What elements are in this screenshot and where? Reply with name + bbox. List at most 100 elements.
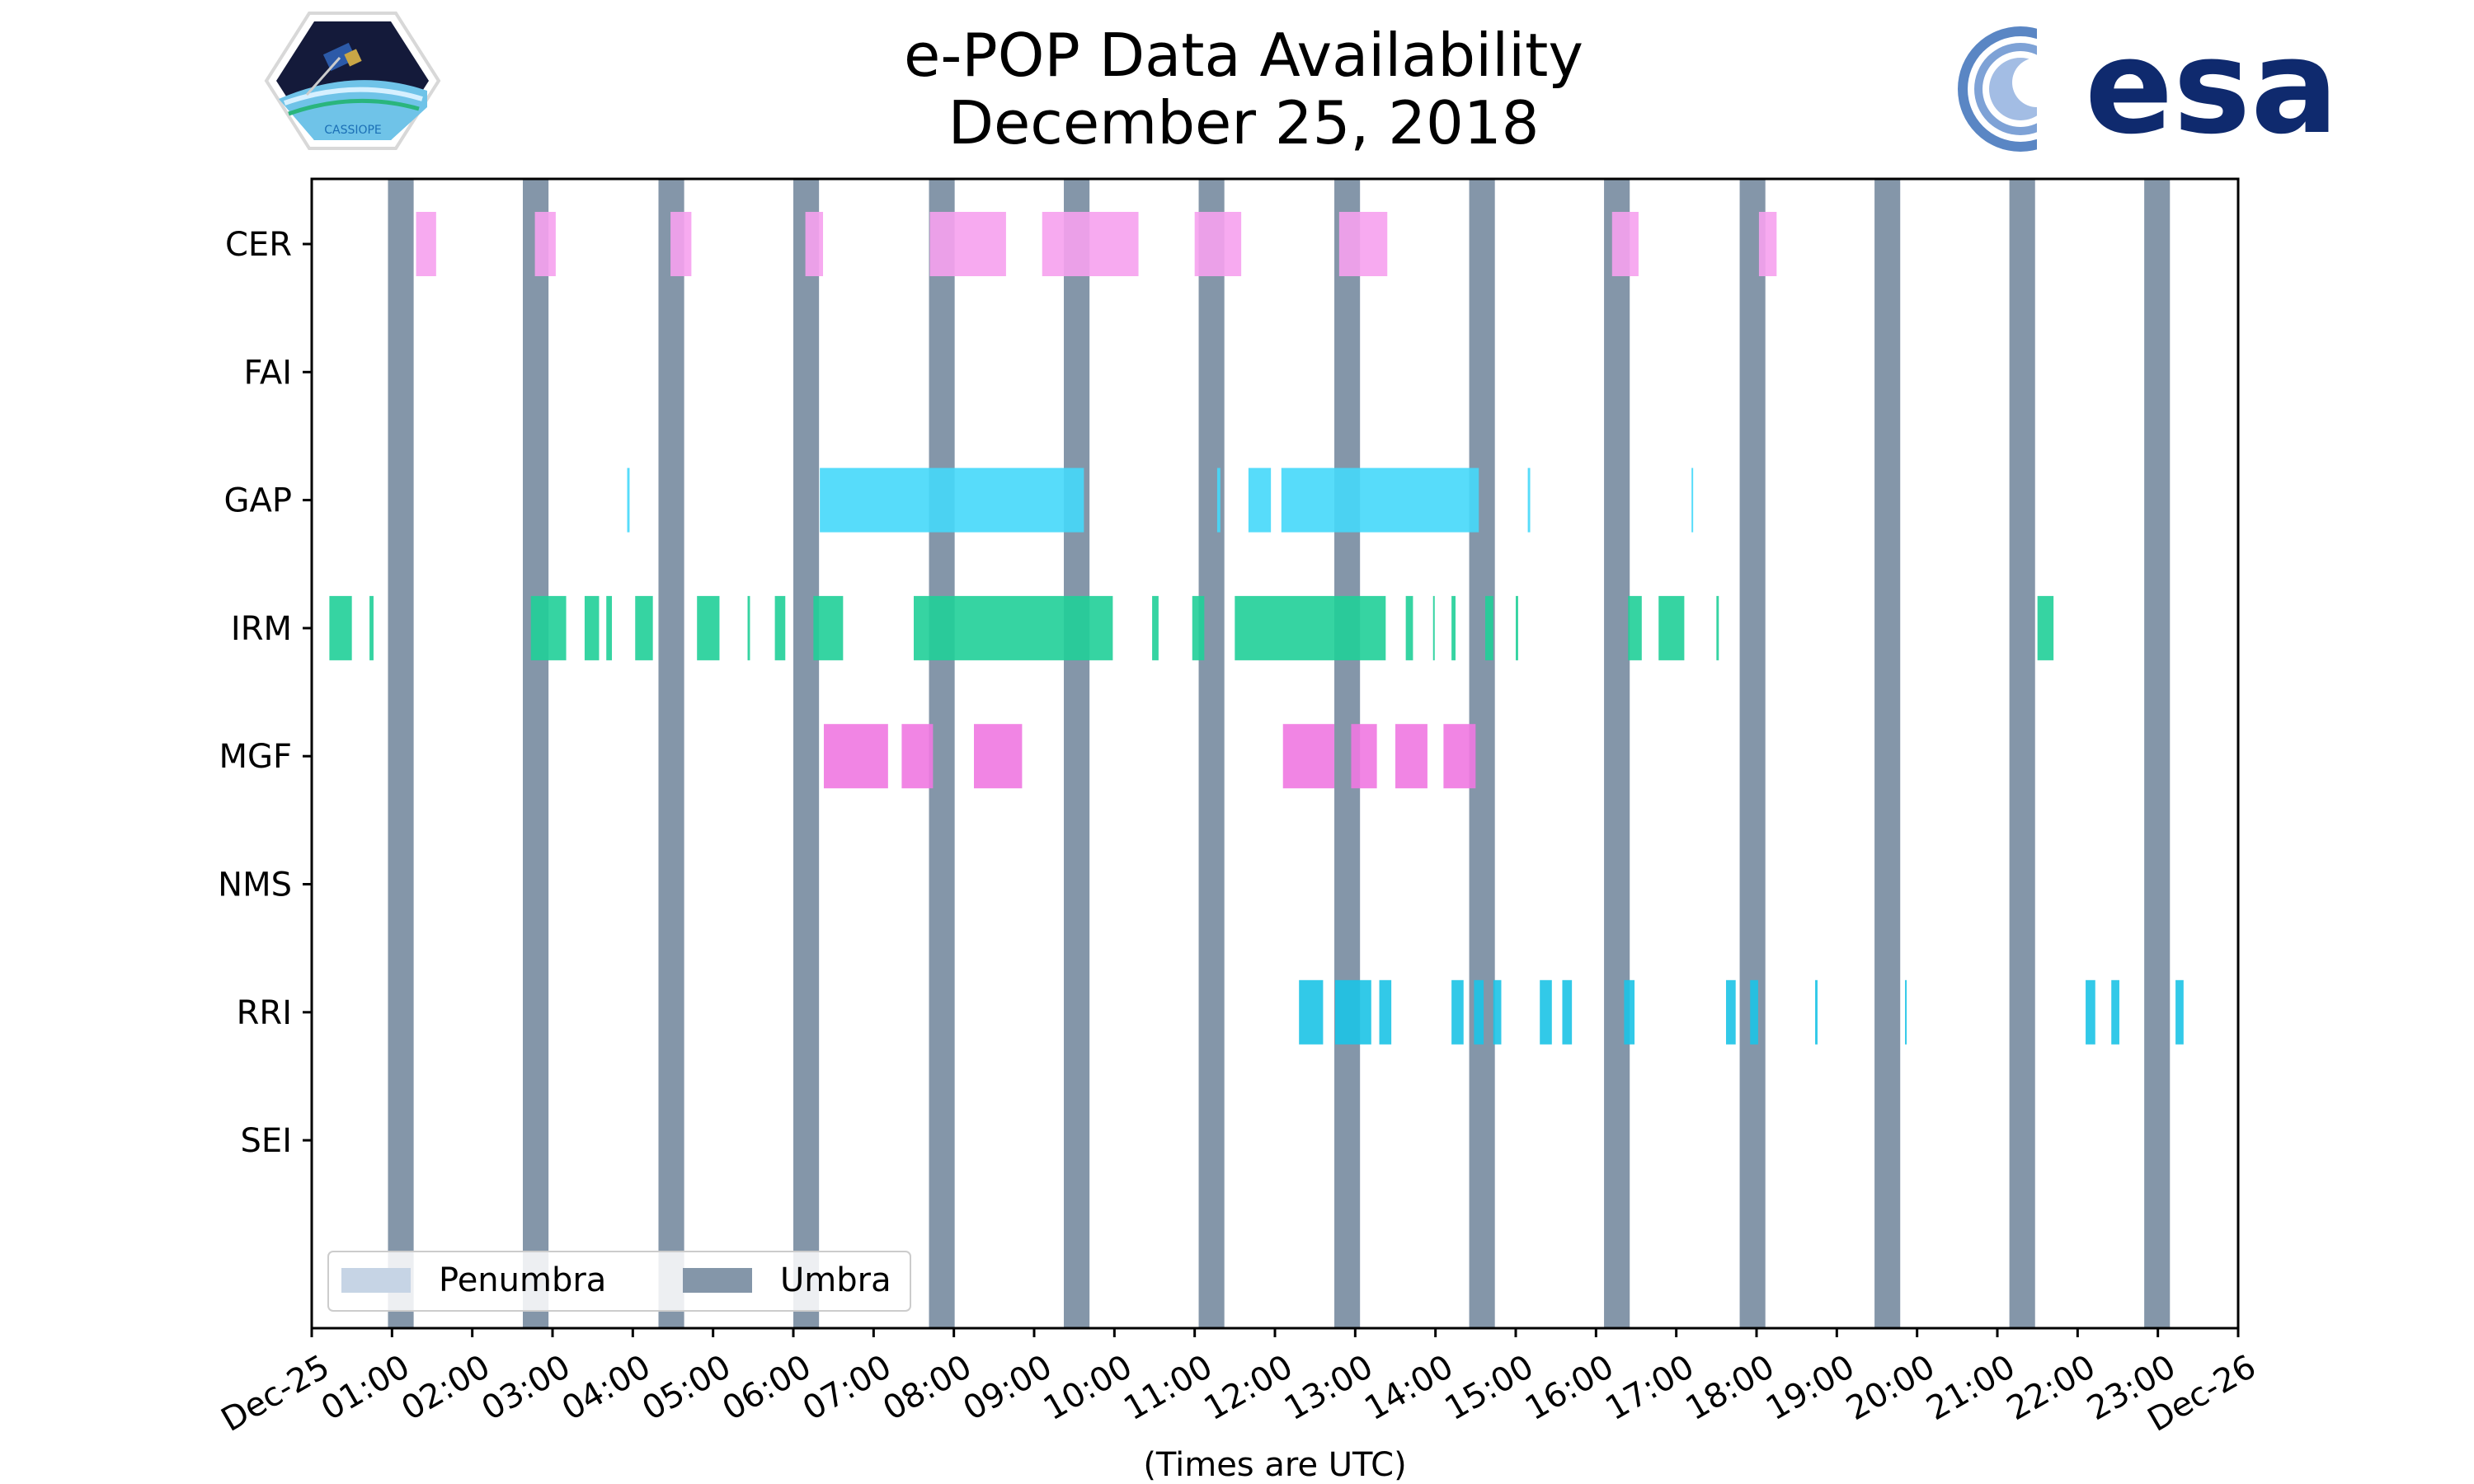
bar-irm-9 — [813, 595, 844, 660]
bar-cer-3 — [805, 212, 824, 276]
bar-irm-8 — [774, 595, 786, 660]
bar-mgf-5 — [1395, 724, 1427, 789]
bar-irm-13 — [1235, 595, 1386, 660]
bar-gap-2 — [1216, 467, 1221, 533]
y-tick-label-irm: IRM — [231, 610, 292, 648]
bar-rri-0 — [1299, 979, 1324, 1045]
bar-mgf-1 — [901, 724, 934, 789]
bar-irm-10 — [914, 595, 1113, 660]
y-tick-label-nms: NMS — [218, 866, 292, 904]
bar-cer-2 — [670, 212, 692, 276]
bar-rri-6 — [1540, 979, 1552, 1045]
legend-swatch-umbra — [683, 1268, 752, 1293]
x-tick-label-12-00: 12:00 — [1198, 1348, 1300, 1428]
x-tick-label-18-00: 18:00 — [1680, 1348, 1781, 1428]
bar-mgf-3 — [1282, 724, 1335, 789]
umbra-band-11 — [1874, 179, 1901, 1328]
x-tick-label-17-00: 17:00 — [1599, 1348, 1700, 1428]
x-tick-label-19-00: 19:00 — [1760, 1348, 1861, 1428]
bar-rri-12 — [1905, 979, 1907, 1045]
x-tick-label-05-00: 05:00 — [636, 1348, 737, 1428]
bar-gap-4 — [1281, 467, 1479, 533]
bar-gap-5 — [1527, 467, 1531, 533]
bar-rri-7 — [1562, 979, 1573, 1045]
bar-irm-12 — [1192, 595, 1205, 660]
y-tick-label-mgf: MGF — [219, 738, 292, 776]
y-tick-label-fai: FAI — [244, 354, 293, 392]
bar-cer-5 — [1042, 212, 1139, 276]
x-tick-label-03-00: 03:00 — [476, 1348, 577, 1428]
bar-cer-9 — [1758, 212, 1777, 276]
umbra-band-4 — [929, 179, 955, 1328]
x-axis-label: (Times are UTC) — [1143, 1446, 1406, 1484]
umbra-band-3 — [793, 179, 820, 1328]
x-tick-label-14-00: 14:00 — [1358, 1348, 1460, 1428]
bar-rri-4 — [1474, 979, 1484, 1045]
legend: Penumbra Umbra — [327, 1251, 911, 1312]
umbra-band-5 — [1064, 179, 1090, 1328]
bar-irm-15 — [1432, 595, 1435, 660]
bar-irm-1 — [369, 595, 374, 660]
bar-irm-20 — [1658, 595, 1685, 660]
bar-irm-11 — [1152, 595, 1159, 660]
umbra-band-1 — [522, 179, 549, 1328]
legend-box — [327, 1251, 911, 1312]
y-tick-label-gap: GAP — [224, 482, 292, 520]
bar-rri-8 — [1624, 979, 1635, 1045]
bar-irm-17 — [1485, 595, 1493, 660]
x-tick-label-02-00: 02:00 — [395, 1348, 496, 1428]
x-tick-label-13-00: 13:00 — [1278, 1348, 1380, 1428]
x-tick-label-08-00: 08:00 — [877, 1348, 978, 1428]
bar-irm-2 — [530, 595, 567, 660]
umbra-band-6 — [1198, 179, 1225, 1328]
bar-irm-5 — [635, 595, 653, 660]
bar-rri-13 — [2086, 979, 2095, 1045]
x-tick-label-11-00: 11:00 — [1117, 1348, 1219, 1428]
x-tick-label-10-00: 10:00 — [1037, 1348, 1139, 1428]
esa-logo: esa — [1958, 12, 2339, 163]
bar-irm-7 — [747, 595, 750, 660]
legend-label-umbra: Umbra — [780, 1261, 891, 1299]
umbra-band-2 — [658, 179, 684, 1328]
umbra-band-10 — [1739, 179, 1766, 1328]
bar-rri-11 — [1815, 979, 1818, 1045]
bar-mgf-6 — [1443, 724, 1476, 789]
bar-irm-3 — [584, 595, 600, 660]
bar-mgf-0 — [823, 724, 888, 789]
bar-irm-4 — [606, 595, 613, 660]
bar-irm-22 — [2037, 595, 2054, 660]
esa-swirl-icon — [1958, 25, 2086, 157]
chart-title-line-1: e-POP Data Availability — [904, 21, 1583, 90]
bar-mgf-2 — [974, 724, 1023, 789]
cassiope-logo-text: CASSIOPE — [324, 124, 382, 137]
plot-frame — [310, 177, 2240, 1330]
umbra-layer — [388, 179, 2171, 1328]
umbra-band-9 — [1604, 179, 1630, 1328]
y-tick-label-rri: RRI — [237, 994, 292, 1032]
bar-gap-6 — [1691, 467, 1694, 533]
bar-rri-1 — [1335, 979, 1371, 1045]
bar-rri-3 — [1451, 979, 1464, 1045]
y-tick-label-sei: SEI — [241, 1122, 292, 1160]
bar-cer-1 — [534, 212, 556, 276]
bar-cer-6 — [1194, 212, 1242, 276]
data-bars-layer — [329, 212, 2184, 1045]
x-axis: Dec-2501:0002:0003:0004:0005:0006:0007:0… — [215, 1328, 2262, 1439]
x-tick-label-04-00: 04:00 — [556, 1348, 657, 1428]
x-tick-label-01-00: 01:00 — [315, 1348, 416, 1428]
x-tick-label-22-00: 22:00 — [2001, 1348, 2102, 1428]
bar-rri-14 — [2111, 979, 2119, 1045]
legend-label-penumbra: Penumbra — [439, 1261, 606, 1299]
umbra-band-12 — [2009, 179, 2035, 1328]
bar-irm-18 — [1516, 595, 1518, 660]
bar-cer-8 — [1611, 212, 1639, 276]
x-tick-label-09-00: 09:00 — [957, 1348, 1059, 1428]
cassiope-logo: CASSIOPE — [264, 12, 441, 150]
y-tick-label-cer: CER — [225, 226, 292, 264]
bar-cer-4 — [929, 212, 1006, 276]
y-axis: CER FAI GAP IRM MGF NMS RRI SEI — [218, 226, 312, 1160]
chart-title-line-2: December 25, 2018 — [948, 88, 1540, 157]
legend-swatch-penumbra — [341, 1268, 411, 1293]
bar-irm-0 — [329, 595, 352, 660]
